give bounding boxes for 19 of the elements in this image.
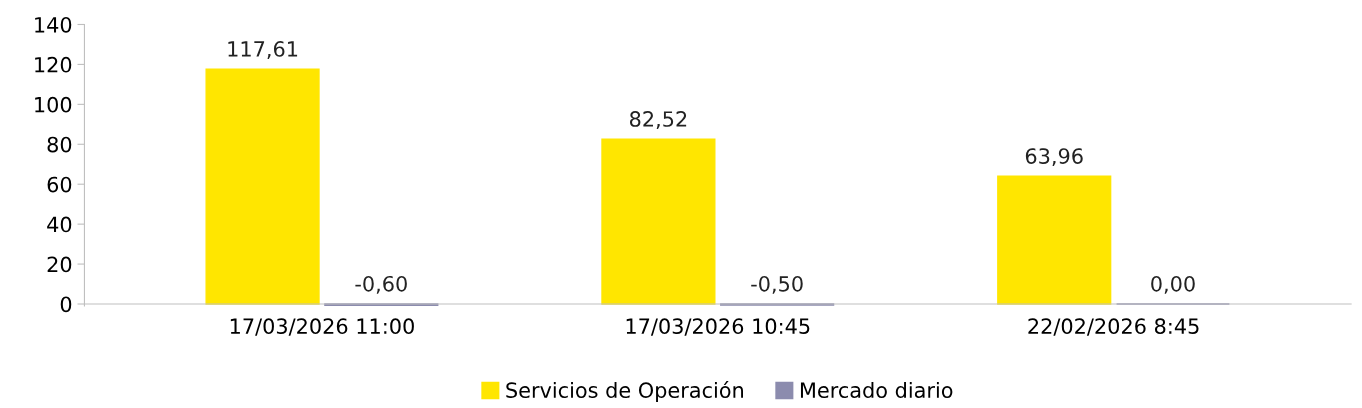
x-tick-label: 17/03/2026 11:00	[230, 318, 414, 336]
y-tick-label: 0	[60, 296, 72, 313]
y-tick-label: 120	[35, 56, 72, 73]
y-tick-label: 100	[35, 96, 72, 113]
legend-label: Mercado diario	[800, 381, 953, 399]
data-label: -0,50	[751, 275, 803, 294]
y-tick-label: 60	[47, 176, 72, 193]
y-tick-label: 20	[47, 256, 72, 273]
data-label: -0,60	[355, 275, 407, 294]
x-tick-label: 17/03/2026 10:45	[626, 318, 810, 336]
y-tick-label: 40	[47, 216, 72, 233]
x-tick-label: 22/02/2026 8:45	[1028, 318, 1199, 336]
y-tick-label: 140	[35, 16, 72, 33]
data-label: 0,00	[1151, 275, 1195, 294]
data-label: 117,61	[228, 41, 298, 59]
y-tick-label: 80	[47, 136, 72, 153]
data-label: 82,52	[629, 111, 687, 129]
legend-label: Servicios de Operación	[506, 381, 743, 403]
data-label: 63,96	[1025, 148, 1083, 167]
